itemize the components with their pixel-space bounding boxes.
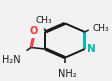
Text: NH₂: NH₂ [58, 69, 76, 79]
Text: N: N [87, 44, 96, 54]
Text: CH₃: CH₃ [35, 16, 52, 25]
Text: O: O [29, 26, 37, 36]
Text: H₂N: H₂N [2, 55, 21, 64]
Text: CH₃: CH₃ [93, 23, 109, 33]
